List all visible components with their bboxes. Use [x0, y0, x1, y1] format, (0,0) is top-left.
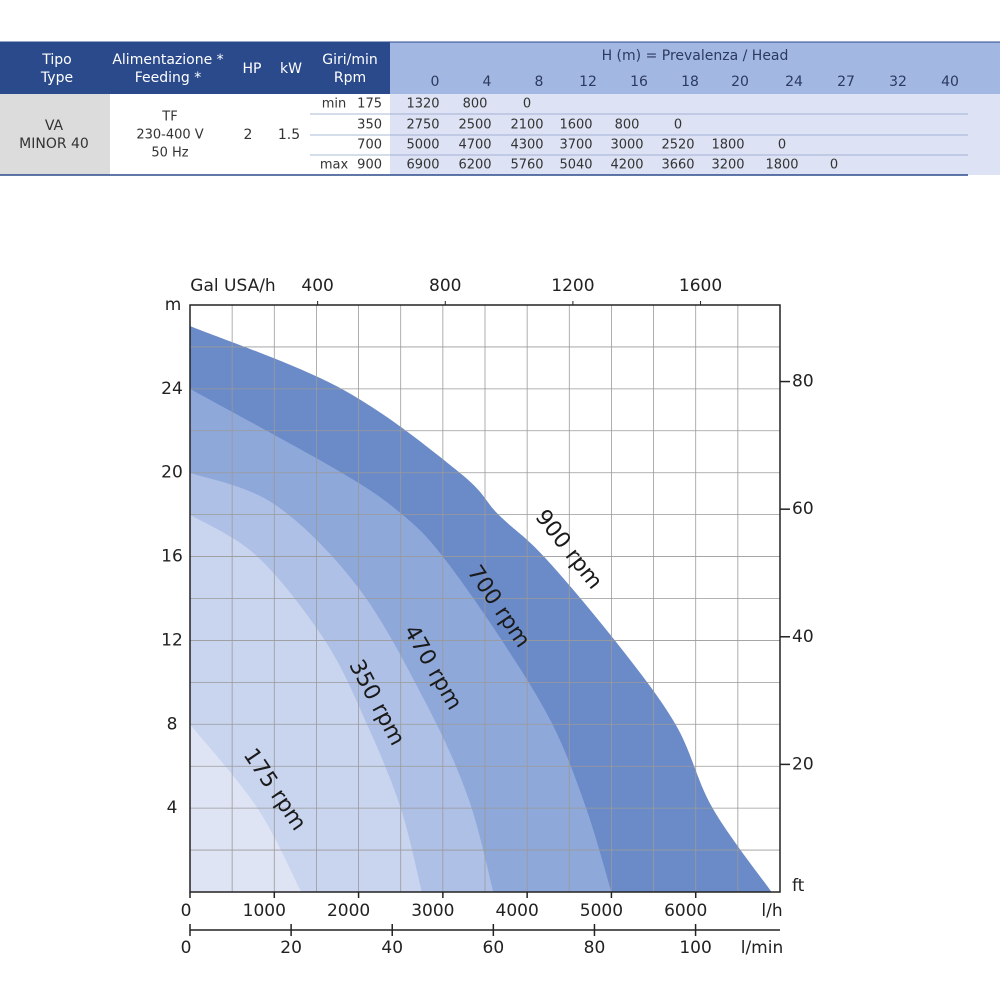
- xtop-label: Gal USA/h: [190, 276, 275, 296]
- xbottom2-tick-label: 80: [584, 938, 606, 958]
- rpm: 700: [357, 138, 382, 153]
- head-value: 8: [535, 74, 544, 90]
- flow: 3660: [661, 158, 694, 173]
- xbottom2-tick-label: 100: [679, 938, 711, 958]
- y-tick-label: 16: [161, 547, 183, 567]
- flow: 1320: [406, 97, 439, 112]
- y-tick-label: 12: [161, 630, 183, 650]
- flow: 3700: [559, 138, 592, 153]
- header-cell: Giri/min: [322, 52, 378, 68]
- feeding: 230-400 V: [136, 128, 203, 143]
- flow: 2500: [458, 118, 491, 133]
- xtop-tick-label: 400: [301, 276, 333, 296]
- flow: 2750: [406, 118, 439, 133]
- flow: 5760: [510, 158, 543, 173]
- flow: 800: [463, 97, 488, 112]
- xtop-tick-label: 800: [429, 276, 461, 296]
- y2-tick-label: 40: [792, 627, 814, 647]
- flow: 3000: [610, 138, 643, 153]
- x-tick-label: 3000: [411, 901, 454, 921]
- xbottom2-tick-label: 0: [181, 938, 192, 958]
- head-value: 16: [630, 74, 648, 90]
- y-tick-label: 20: [161, 463, 183, 483]
- model-cell: [0, 94, 110, 175]
- header-dark: [0, 42, 390, 94]
- xtop-tick-label: 1200: [551, 276, 594, 296]
- header-cell: Tipo: [41, 52, 71, 68]
- head-title: H (m) = Prevalenza / Head: [602, 48, 789, 64]
- head-value: 27: [837, 74, 855, 90]
- rpm: 900: [357, 158, 382, 173]
- y2-label: ft: [792, 876, 805, 896]
- flow: 6900: [406, 158, 439, 173]
- flow: 0: [523, 97, 531, 112]
- flow: 800: [615, 118, 640, 133]
- head-value: 40: [941, 74, 959, 90]
- y-tick-label: 8: [167, 714, 178, 734]
- feeding: 50 Hz: [151, 146, 188, 161]
- x-tick-label: 6000: [664, 901, 707, 921]
- head-value: 20: [731, 74, 749, 90]
- xbottom2-tick-label: 60: [483, 938, 505, 958]
- x-label: l/h: [761, 901, 782, 921]
- flow: 0: [674, 118, 682, 133]
- head-value: 0: [431, 74, 440, 90]
- xbottom2-tick-label: 20: [280, 938, 302, 958]
- rpm-tag: min: [322, 97, 347, 112]
- x-tick-label: 1000: [243, 901, 286, 921]
- data-area: [390, 94, 1000, 175]
- header-cell: Type: [40, 70, 73, 86]
- head-value: 18: [681, 74, 699, 90]
- header-cell: HP: [243, 61, 262, 77]
- flow: 2100: [510, 118, 543, 133]
- header-cell: Feeding *: [135, 70, 202, 86]
- head-value: 4: [483, 74, 492, 90]
- kw: 1.5: [278, 127, 300, 143]
- flow: 1800: [711, 138, 744, 153]
- hp: 2: [244, 127, 253, 143]
- flow: 0: [830, 158, 838, 173]
- head-value: 24: [785, 74, 803, 90]
- x-tick-label: 5000: [580, 901, 623, 921]
- head-value: 12: [579, 74, 597, 90]
- rpm: 350: [357, 118, 382, 133]
- flow: 1800: [765, 158, 798, 173]
- y2-tick-label: 20: [792, 754, 814, 774]
- flow: 1600: [559, 118, 592, 133]
- flow: 2520: [661, 138, 694, 153]
- y2-tick-label: 60: [792, 499, 814, 519]
- plot-frame: [189, 304, 781, 893]
- flow: 4300: [510, 138, 543, 153]
- header-cell: Alimentazione *: [112, 52, 223, 68]
- x-tick-label: 4000: [496, 901, 539, 921]
- y-tick-label: 24: [161, 379, 183, 399]
- flow: 3200: [711, 158, 744, 173]
- y-tick-label: 4: [167, 798, 178, 818]
- flow: 5040: [559, 158, 592, 173]
- flow: 6200: [458, 158, 491, 173]
- flow: 4200: [610, 158, 643, 173]
- model: VA: [45, 118, 64, 134]
- y2-tick-label: 80: [792, 372, 814, 392]
- flow: 4700: [458, 138, 491, 153]
- xbottom2-label: l/min: [741, 938, 784, 958]
- flow: 0: [778, 138, 786, 153]
- flow: 5000: [406, 138, 439, 153]
- x-tick-label: 0: [181, 901, 192, 921]
- head-value: 32: [889, 74, 907, 90]
- xbottom2-tick-label: 40: [381, 938, 403, 958]
- rpm-tag: max: [320, 158, 349, 173]
- y-label: m: [165, 295, 182, 315]
- model: MINOR 40: [19, 136, 89, 152]
- feeding: TF: [161, 110, 177, 125]
- rpm: 175: [357, 97, 382, 112]
- header-cell: Rpm: [334, 70, 366, 86]
- xtop-tick-label: 1600: [679, 276, 722, 296]
- header-cell: kW: [280, 61, 302, 77]
- x-tick-label: 2000: [327, 901, 370, 921]
- header-light: [390, 42, 1000, 94]
